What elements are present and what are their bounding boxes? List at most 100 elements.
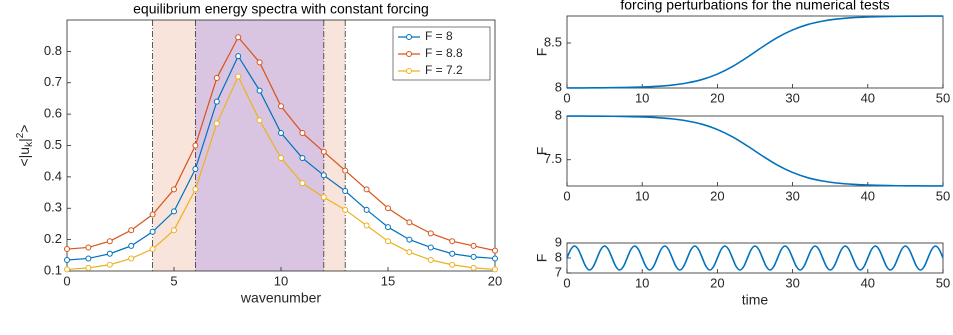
- marker: [235, 34, 242, 41]
- legend-marker: [406, 51, 412, 57]
- x-tick-label: 50: [936, 275, 950, 290]
- x-tick-label: 40: [861, 275, 875, 290]
- y-tick-label: 7.5: [544, 151, 562, 166]
- marker: [449, 250, 456, 257]
- marker: [406, 219, 413, 226]
- marker: [256, 87, 263, 94]
- marker: [278, 155, 284, 162]
- y-tick-label: 0.6: [44, 106, 62, 121]
- marker: [192, 142, 199, 149]
- x-tick-label: 30: [785, 275, 799, 290]
- marker: [171, 186, 177, 193]
- y-tick-label: 8: [555, 79, 562, 94]
- marker: [342, 206, 349, 213]
- marker: [64, 266, 70, 273]
- marker: [427, 230, 434, 237]
- marker: [256, 59, 263, 66]
- shaded-region: [195, 20, 324, 271]
- marker: [192, 186, 199, 193]
- x-tick-label: 0: [563, 188, 570, 203]
- marker: [149, 211, 156, 218]
- y-axis-label-part: >: [16, 125, 32, 133]
- marker: [427, 244, 434, 251]
- marker: [320, 172, 327, 179]
- marker: [342, 187, 349, 194]
- legend-marker: [406, 68, 412, 74]
- series-line: [566, 245, 944, 271]
- x-tick-label: 0: [563, 275, 570, 290]
- marker: [278, 103, 284, 110]
- marker: [106, 261, 113, 268]
- marker: [299, 129, 306, 136]
- marker: [492, 247, 498, 254]
- x-tick-label: 10: [635, 275, 649, 290]
- marker: [342, 167, 349, 174]
- y-axis-label: F: [534, 48, 550, 57]
- marker: [85, 264, 92, 271]
- y-tick-label: 7: [555, 264, 562, 279]
- x-tick-label: 20: [710, 188, 724, 203]
- series-line: [566, 115, 944, 187]
- y-axis-label-part: <|u: [16, 147, 32, 167]
- marker: [363, 186, 370, 193]
- x-tick-label: 50: [936, 90, 950, 105]
- marker: [128, 255, 135, 262]
- y-tick-label: 0.8: [44, 43, 62, 58]
- y-tick-label: 0.3: [44, 200, 62, 215]
- x-tick-label: 10: [635, 188, 649, 203]
- y-tick-label: 8.5: [544, 34, 562, 49]
- marker: [213, 75, 220, 82]
- marker: [406, 236, 413, 243]
- y-tick-label: 8: [555, 249, 562, 264]
- marker: [192, 166, 199, 173]
- axes-box: [566, 15, 944, 89]
- chart-title: equilibrium energy spectra with constant…: [133, 1, 429, 17]
- marker: [470, 264, 477, 271]
- x-tick-label: 20: [710, 90, 724, 105]
- marker: [492, 266, 498, 273]
- marker: [427, 257, 434, 264]
- marker: [492, 255, 498, 262]
- legend-marker: [406, 34, 412, 40]
- marker: [449, 261, 456, 268]
- x-tick-label: 20: [710, 275, 724, 290]
- y-axis-label: F: [534, 147, 550, 156]
- marker: [299, 180, 306, 187]
- marker: [278, 129, 284, 136]
- y-axis-label-part: k: [24, 141, 35, 147]
- legend-label: F = 8.8: [425, 46, 463, 60]
- x-tick-label: 50: [936, 188, 950, 203]
- marker: [363, 222, 370, 229]
- series-line: [566, 15, 944, 89]
- x-axis-label: wavenumber: [240, 290, 321, 306]
- marker: [385, 238, 391, 245]
- marker: [320, 148, 327, 155]
- marker: [64, 257, 70, 264]
- marker: [235, 53, 242, 60]
- y-axis-label: <|uk|2>: [15, 125, 35, 167]
- marker: [85, 255, 92, 262]
- marker: [85, 244, 92, 251]
- marker: [171, 227, 177, 234]
- x-tick-label: 20: [488, 273, 502, 288]
- y-tick-label: 0.7: [44, 74, 62, 89]
- marker: [106, 250, 113, 257]
- marker: [320, 194, 327, 201]
- marker: [256, 117, 263, 124]
- y-axis-label: F: [534, 254, 550, 263]
- marker: [235, 73, 242, 80]
- marker: [470, 242, 477, 249]
- marker: [299, 155, 306, 162]
- marker: [149, 228, 156, 235]
- x-tick-label: 40: [861, 188, 875, 203]
- x-tick-label: 0: [63, 273, 70, 288]
- axes-box: [566, 242, 944, 274]
- marker: [363, 206, 370, 213]
- marker: [106, 238, 113, 245]
- marker: [213, 120, 220, 127]
- x-tick-label: 40: [861, 90, 875, 105]
- marker: [149, 246, 156, 253]
- x-tick-label: 15: [381, 273, 395, 288]
